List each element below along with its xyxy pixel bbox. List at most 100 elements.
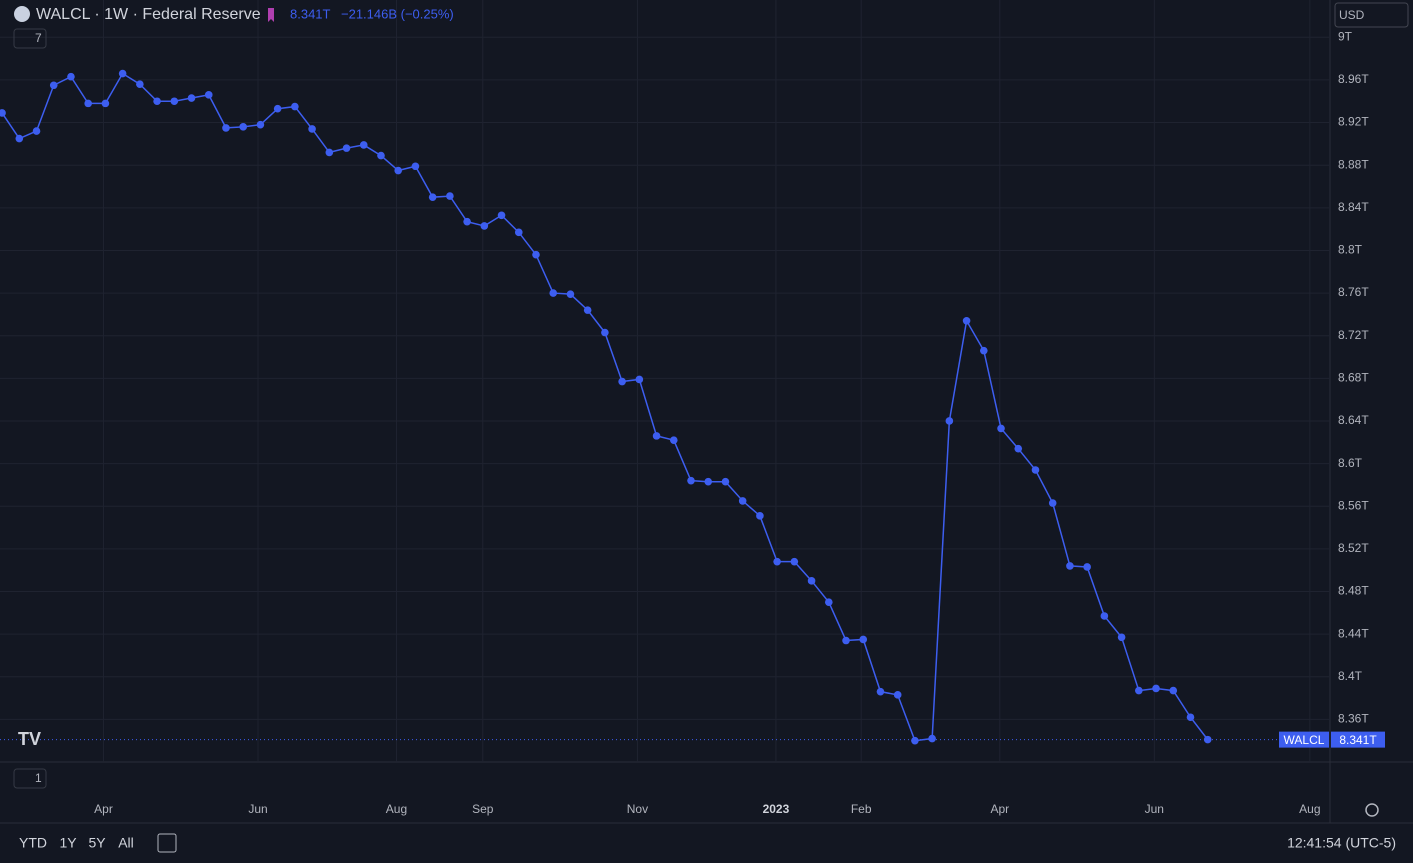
plot	[0, 69, 1385, 748]
collapse-count: 1	[35, 771, 42, 785]
data-point	[773, 557, 781, 566]
data-point	[1203, 735, 1212, 744]
data-point	[118, 69, 127, 78]
data-point	[1014, 444, 1023, 453]
clock: 12:41:54 (UTC-5)	[1287, 835, 1396, 851]
y-tick-label: 8.8T	[1338, 243, 1363, 257]
data-point	[291, 102, 299, 111]
data-point	[411, 162, 420, 171]
data-point	[170, 97, 179, 106]
range-button[interactable]: YTD	[19, 835, 47, 851]
data-point	[428, 193, 437, 201]
data-point	[1186, 713, 1195, 722]
data-point	[1048, 499, 1057, 507]
y-tick-label: 8.84T	[1338, 200, 1369, 214]
data-point	[1083, 563, 1091, 571]
data-point	[807, 577, 816, 585]
data-point	[1135, 686, 1143, 695]
data-point	[945, 417, 954, 425]
date-range-icon[interactable]	[157, 833, 177, 853]
x-tick-label: Nov	[627, 802, 648, 816]
data-point	[480, 222, 489, 230]
data-point	[790, 557, 799, 566]
x-tick-label: Apr	[990, 802, 1009, 816]
price-badge-label: 8.341T	[1339, 733, 1377, 747]
collapse-button[interactable]	[13, 28, 47, 49]
data-point	[1066, 562, 1074, 570]
data-point	[67, 72, 75, 81]
data-point	[842, 636, 850, 645]
flag-marker	[268, 8, 274, 22]
data-point	[463, 217, 471, 226]
data-point	[911, 736, 919, 745]
data-point	[1152, 684, 1160, 693]
series-badge-label: WALCL	[1284, 733, 1325, 747]
data-point	[136, 80, 144, 88]
data-point	[342, 144, 351, 152]
x-tick-label: Aug	[1299, 802, 1320, 816]
flag-icon	[14, 6, 30, 22]
y-tick-label: 8.6T	[1338, 456, 1363, 470]
y-tick-label: 8.52T	[1338, 541, 1369, 555]
data-point	[1100, 612, 1109, 620]
price-badge	[1331, 731, 1385, 748]
data-point	[859, 635, 868, 644]
data-point	[980, 346, 988, 355]
y-tick-label: 8.88T	[1338, 157, 1369, 171]
currency-select[interactable]	[1334, 2, 1409, 28]
data-point	[222, 124, 230, 132]
data-point	[239, 123, 247, 131]
y-tick-label: 8.96T	[1338, 72, 1369, 86]
data-point	[549, 289, 558, 297]
x-tick-label: Feb	[851, 802, 872, 816]
y-tick-label: 8.56T	[1338, 498, 1369, 512]
y-tick-label: 8.44T	[1338, 626, 1369, 640]
data-point	[893, 691, 902, 699]
data-point	[618, 377, 626, 386]
data-point	[756, 512, 764, 520]
data-point	[514, 228, 523, 237]
range-button[interactable]: 5Y	[88, 835, 106, 851]
collapse-button[interactable]	[13, 768, 47, 789]
data-point	[532, 250, 540, 259]
y-tick-label: 8.76T	[1338, 285, 1369, 299]
data-point	[153, 97, 161, 106]
data-point	[738, 497, 747, 505]
data-point	[1117, 633, 1126, 642]
data-point	[394, 166, 403, 175]
x-tick-label: Jun	[248, 802, 267, 816]
data-point	[876, 687, 885, 696]
data-point	[652, 432, 661, 440]
data-point	[669, 436, 678, 444]
data-point	[1169, 686, 1178, 695]
data-point	[101, 99, 110, 108]
x-tick-label: Apr	[94, 802, 113, 816]
data-point	[84, 99, 92, 108]
data-point	[721, 477, 730, 486]
logo: TV	[18, 729, 41, 749]
data-point	[962, 316, 971, 325]
y-tick-label: 8.68T	[1338, 371, 1369, 385]
data-point	[325, 148, 334, 157]
chart-title: WALCL · 1W · Federal Reserve	[36, 6, 261, 23]
data-point	[928, 734, 936, 743]
data-point	[49, 81, 58, 90]
data-point	[359, 141, 368, 149]
data-point	[497, 211, 506, 220]
data-point	[377, 151, 385, 160]
data-point	[15, 134, 24, 143]
currency: USD	[1339, 8, 1365, 22]
range-button[interactable]: 1Y	[59, 835, 77, 851]
data-point	[446, 192, 454, 200]
range-button[interactable]: All	[118, 835, 134, 851]
data-point	[566, 290, 575, 298]
y-tick-label: 8.48T	[1338, 584, 1369, 598]
settings-icon[interactable]	[1365, 803, 1379, 817]
y-tick-label: 8.64T	[1338, 413, 1369, 427]
data-point	[273, 104, 282, 113]
y-tick-label: 8.72T	[1338, 328, 1369, 342]
data-point	[187, 94, 196, 102]
data-point	[32, 127, 41, 135]
